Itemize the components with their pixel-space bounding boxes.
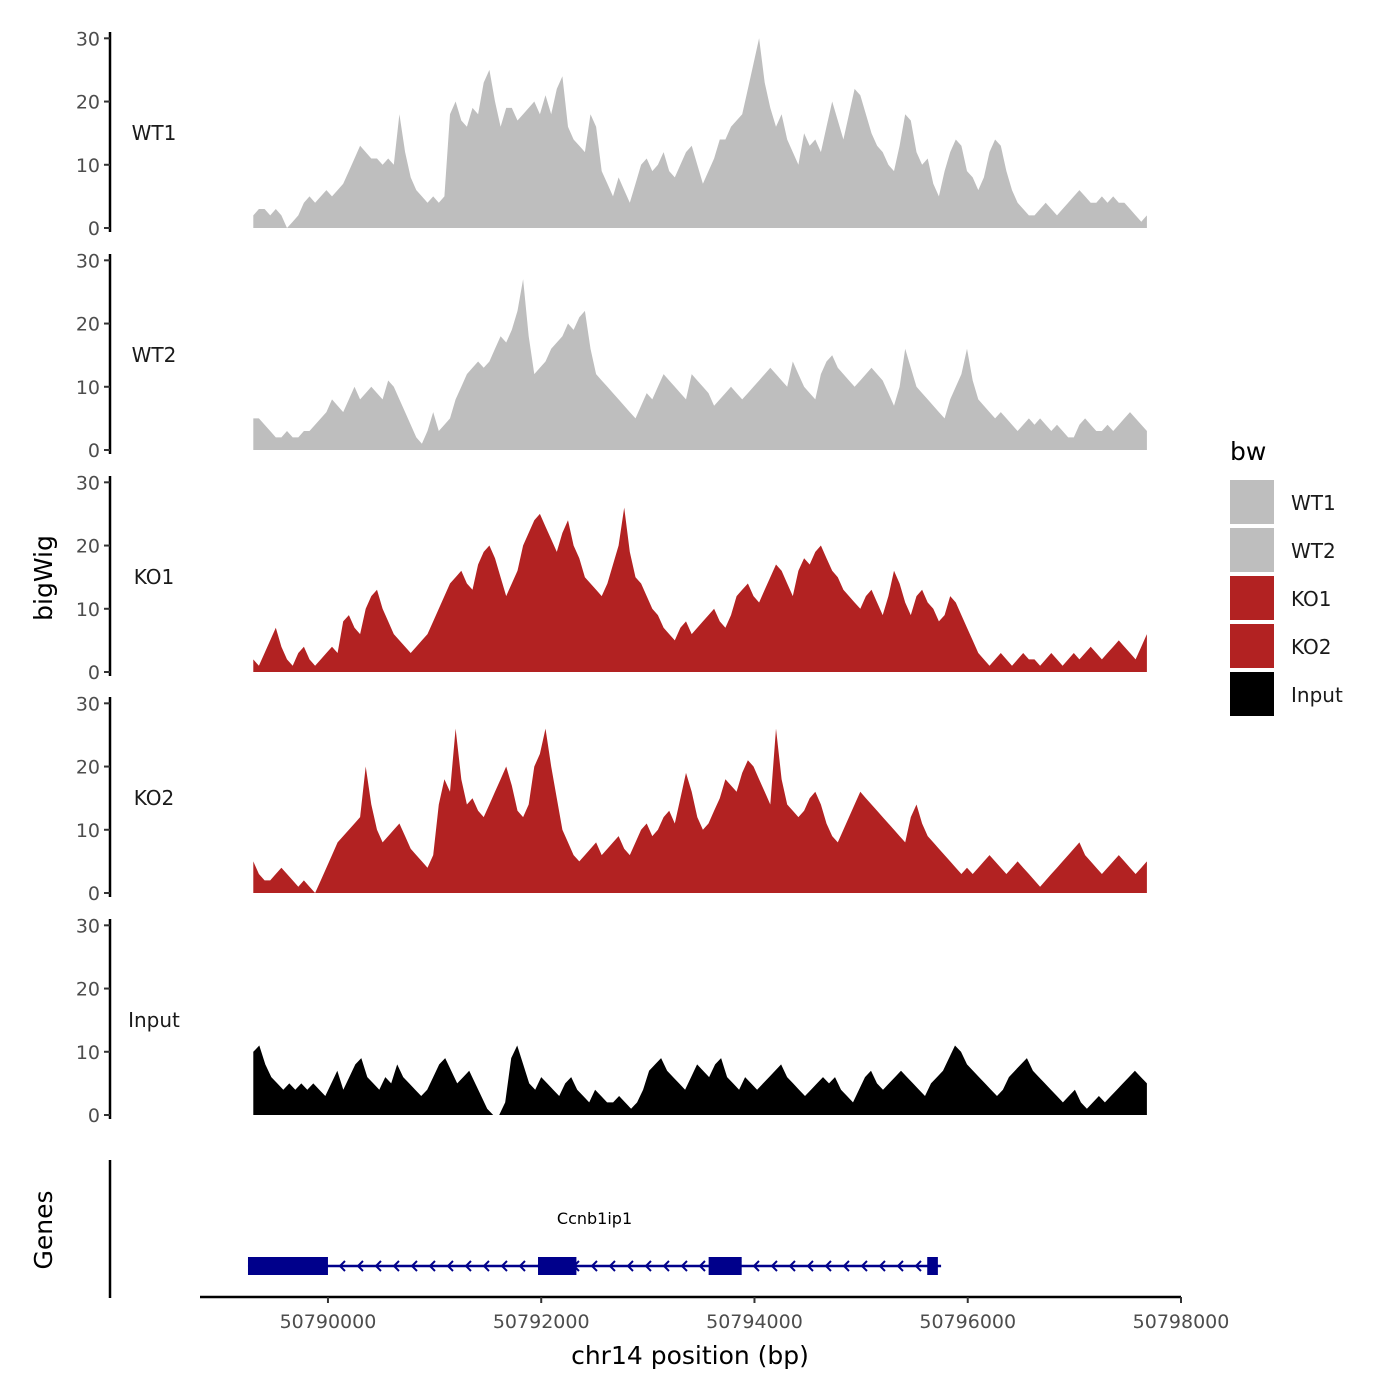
gene-exon	[708, 1257, 742, 1275]
gene-panel: Ccnb1ip1	[108, 1160, 942, 1298]
track-wt1: 0 10 20 30 WT1	[76, 28, 1147, 240]
strand-arrow	[806, 1260, 814, 1272]
strand-arrow	[356, 1260, 364, 1272]
x-axis-title: chr14 position (bp)	[571, 1341, 809, 1370]
y-tick-label: 20	[76, 314, 100, 336]
x-tick-label: 50796000	[919, 1311, 1016, 1333]
y-tick-label: 10	[76, 377, 100, 399]
strand-arrow	[662, 1260, 670, 1272]
legend-label-input: Input	[1291, 683, 1343, 707]
strand-arrow	[752, 1260, 760, 1272]
strand-arrow	[842, 1260, 850, 1272]
signal-area-ko2	[253, 728, 1147, 893]
x-tick-label: 50792000	[493, 1311, 590, 1333]
legend-key-input	[1230, 672, 1274, 716]
track-ko1: 0 10 20 30 KO1	[76, 472, 1147, 684]
strand-arrow	[698, 1260, 706, 1272]
track-label-input: Input	[128, 1008, 180, 1032]
y-axis-title: bigWig	[29, 535, 58, 621]
legend-label-wt2: WT2	[1291, 539, 1336, 563]
strand-arrow	[428, 1260, 436, 1272]
y-tick-label: 20	[76, 536, 100, 558]
signal-area-wt2	[253, 279, 1147, 450]
y-tick-label: 20	[76, 92, 100, 114]
track-wt2: 0 10 20 30 WT2	[76, 250, 1147, 462]
strand-arrow	[680, 1260, 688, 1272]
strand-arrow	[824, 1260, 832, 1272]
legend-key-wt2	[1230, 528, 1274, 572]
strand-arrow	[896, 1260, 904, 1272]
strand-arrow	[482, 1260, 490, 1272]
legend-label-ko1: KO1	[1291, 587, 1332, 611]
strand-arrow	[374, 1260, 382, 1272]
strand-arrow	[590, 1260, 598, 1272]
strand-arrow	[500, 1260, 508, 1272]
y-tick-label: 20	[76, 757, 100, 779]
strand-arrow	[518, 1260, 526, 1272]
genes-axis-title: Genes	[29, 1190, 58, 1269]
signal-area-input	[253, 1045, 1147, 1115]
strand-arrow	[410, 1260, 418, 1272]
strand-arrow	[446, 1260, 454, 1272]
signal-area-ko1	[253, 507, 1147, 672]
legend-title: bw	[1230, 437, 1266, 466]
y-tick-label: 0	[88, 662, 100, 684]
legend-key-wt1	[1230, 480, 1274, 524]
legend-key-ko2	[1230, 624, 1274, 668]
strand-arrow	[608, 1260, 616, 1272]
track-label-wt1: WT1	[132, 121, 177, 145]
strand-arrow	[878, 1260, 886, 1272]
strand-arrow	[914, 1260, 922, 1272]
signal-area-wt1	[253, 38, 1147, 228]
track-ko2: 0 10 20 30 KO2	[76, 693, 1147, 905]
track-label-ko2: KO2	[134, 786, 175, 810]
strand-arrow	[770, 1260, 778, 1272]
track-input: 0 10 20 30 Input	[76, 915, 1147, 1127]
y-tick-label: 30	[76, 915, 100, 937]
y-tick-label: 0	[88, 1105, 100, 1127]
gene-label: Ccnb1ip1	[557, 1209, 632, 1228]
legend: bw WT1 WT2 KO1 KO2 Input	[1230, 437, 1343, 716]
y-tick-label: 30	[76, 472, 100, 494]
track-label-ko1: KO1	[134, 565, 175, 589]
y-tick-label: 10	[76, 820, 100, 842]
y-tick-label: 30	[76, 28, 100, 50]
x-tick-label: 50798000	[1133, 1311, 1230, 1333]
gene-exon	[927, 1257, 938, 1275]
strand-arrow	[860, 1260, 868, 1272]
y-tick-label: 0	[88, 883, 100, 905]
y-tick-label: 30	[76, 250, 100, 272]
y-tick-label: 0	[88, 440, 100, 462]
legend-label-wt1: WT1	[1291, 491, 1336, 515]
x-axis: 50790000 50792000 50794000 50796000 50798000	[200, 1295, 1230, 1333]
gene-exon	[247, 1257, 328, 1275]
strand-arrow	[626, 1260, 634, 1272]
y-tick-label: 20	[76, 979, 100, 1001]
x-tick-label: 50790000	[280, 1311, 377, 1333]
signal-tracks: 0 10 20 30 WT1 0 10 20 30 WT2 0 10 20 30 KO1 0 10 20 30 KO2…	[76, 28, 1147, 1127]
legend-label-ko2: KO2	[1291, 635, 1332, 659]
strand-arrow	[338, 1260, 346, 1272]
y-tick-label: 10	[76, 155, 100, 177]
strand-arrow	[788, 1260, 796, 1272]
y-tick-label: 30	[76, 693, 100, 715]
y-tick-label: 10	[76, 599, 100, 621]
x-tick-label: 50794000	[706, 1311, 803, 1333]
track-label-wt2: WT2	[132, 343, 177, 367]
strand-arrow	[464, 1260, 472, 1272]
strand-arrow	[644, 1260, 652, 1272]
legend-key-ko1	[1230, 576, 1274, 620]
strand-arrow	[392, 1260, 400, 1272]
y-tick-label: 10	[76, 1042, 100, 1064]
gene-exon	[538, 1257, 577, 1275]
y-tick-label: 0	[88, 218, 100, 240]
